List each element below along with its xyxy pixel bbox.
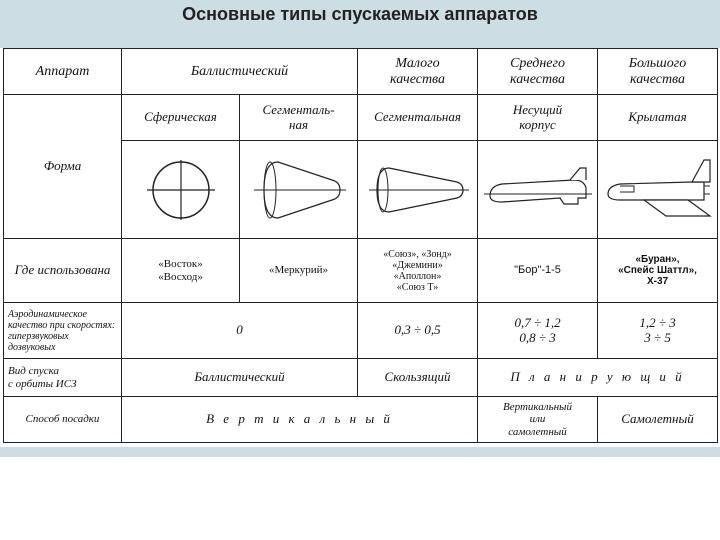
spusk-sliding: Скользящий [358, 359, 478, 397]
landing-row: Способ посадки В е р т и к а л ь н ы й В… [4, 397, 718, 443]
spusk-row: Вид спускас орбиты ИСЗ Баллистический Ск… [4, 359, 718, 397]
rowlabel-where: Где использована [4, 239, 122, 303]
aero-lifting: 0,7 ÷ 1,20,8 ÷ 3 [478, 303, 598, 359]
aero-row: Аэродинамическоекачество при скоростях:г… [4, 303, 718, 359]
landing-vert-or: Вертикальныйилисамолетный [478, 397, 598, 443]
capsule-hi-shape [240, 141, 358, 239]
where-lifting: "Бор"-1-5 [478, 239, 598, 303]
forma-lifting: Несущийкорпус [478, 95, 598, 141]
rowlabel-forma: Форма [4, 95, 122, 239]
vehicle-types-table: Аппарат Баллистический Малогокачества Ср… [3, 48, 718, 443]
aero-winged: 1,2 ÷ 33 ÷ 5 [598, 303, 718, 359]
title-banner: Основные типы спускаемых аппаратов [0, 0, 720, 48]
col-high-q: Большогокачества [598, 49, 718, 95]
rowlabel-landing: Способ посадки [4, 397, 122, 443]
spusk-planning: П л а н и р у ю щ и й [478, 359, 718, 397]
capsule-lo-shape [358, 141, 478, 239]
lifting-body-shape [478, 141, 598, 239]
header-row: Аппарат Баллистический Малогокачества Ср… [4, 49, 718, 95]
rowlabel-spusk: Вид спускас орбиты ИСЗ [4, 359, 122, 397]
where-segment1: «Меркурий» [240, 239, 358, 303]
spusk-ballistic: Баллистический [122, 359, 358, 397]
col-low-q: Малогокачества [358, 49, 478, 95]
sphere-shape [122, 141, 240, 239]
forma-winged: Крылатая [598, 95, 718, 141]
page-title: Основные типы спускаемых аппаратов [182, 4, 538, 24]
where-winged: «Буран»,«Спейс Шаттл»,X-37 [598, 239, 718, 303]
where-segment2: «Союз», «Зонд»«Джемини»«Аполлон»«Союз Т» [358, 239, 478, 303]
shuttle-shape [598, 141, 718, 239]
col-ballistic: Баллистический [122, 49, 358, 95]
shuttle-icon [600, 146, 716, 234]
forma-segment2: Сегментальная [358, 95, 478, 141]
col-mid-q: Среднегокачества [478, 49, 598, 95]
aero-segment2: 0,3 ÷ 0,5 [358, 303, 478, 359]
col-apparat: Аппарат [4, 49, 122, 95]
forma-sphere: Сферическая [122, 95, 240, 141]
lifting-body-icon [480, 146, 596, 234]
where-sphere: «Восток»«Восход» [122, 239, 240, 303]
landing-plane: Самолетный [598, 397, 718, 443]
sphere-icon [131, 146, 231, 234]
landing-vertical: В е р т и к а л ь н ы й [122, 397, 478, 443]
capsule-hi-icon [244, 146, 354, 234]
rowlabel-aero: Аэродинамическоекачество при скоростях:г… [4, 303, 122, 359]
where-row: Где использована «Восток»«Восход» «Мерку… [4, 239, 718, 303]
aero-sphere: 0 [122, 303, 358, 359]
capsule-lo-icon [361, 146, 475, 234]
forma-segment1: Сегменталь-ная [240, 95, 358, 141]
footer-band [0, 447, 720, 457]
forma-label-row: Форма Сферическая Сегменталь-ная Сегмент… [4, 95, 718, 141]
